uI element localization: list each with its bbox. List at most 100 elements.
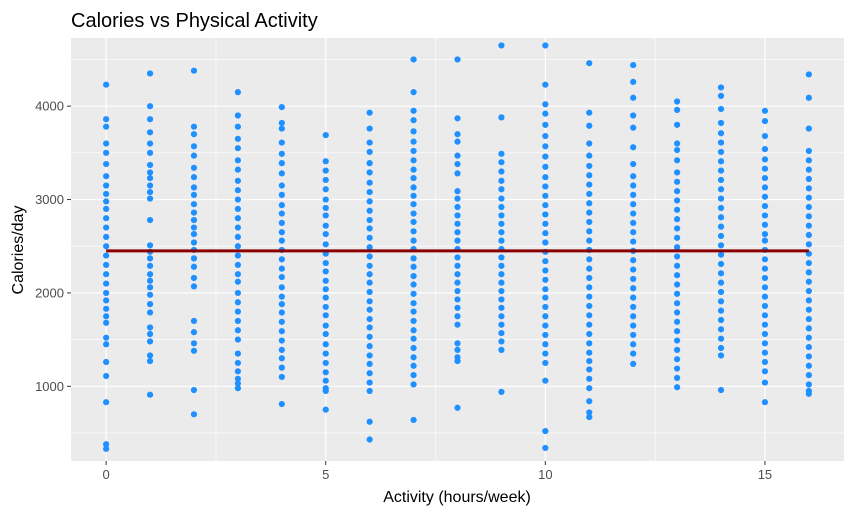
data-point (586, 162, 593, 170)
data-point (103, 334, 110, 341)
data-point (498, 279, 505, 286)
data-point (454, 304, 461, 311)
data-point (190, 411, 198, 418)
data-point (805, 213, 812, 220)
data-point (146, 284, 154, 291)
data-point (103, 81, 110, 88)
data-point (542, 331, 549, 339)
data-point (498, 329, 505, 337)
data-point (234, 215, 241, 222)
data-point (674, 262, 681, 269)
data-point (542, 192, 549, 199)
data-point (805, 371, 812, 379)
data-point (498, 220, 505, 227)
data-point (278, 373, 285, 381)
data-point (234, 299, 241, 306)
data-point (674, 197, 681, 204)
data-point (586, 330, 593, 338)
data-point (761, 379, 769, 386)
data-point (190, 164, 198, 171)
data-point (586, 357, 593, 365)
data-point (454, 131, 461, 138)
data-point (322, 212, 329, 219)
chart-title: Calories vs Physical Activity (71, 10, 318, 32)
data-point (234, 289, 241, 297)
data-point (103, 140, 110, 147)
data-point (278, 229, 285, 236)
data-point (190, 347, 198, 354)
data-point (674, 188, 681, 195)
data-point (234, 261, 241, 269)
data-point (542, 81, 549, 88)
data-point (717, 158, 725, 165)
data-point (805, 278, 812, 285)
x-tick-label: 15 (758, 467, 772, 482)
data-point (630, 124, 637, 131)
data-point (586, 209, 593, 216)
data-point (410, 300, 417, 307)
data-point (454, 313, 461, 320)
data-point (190, 329, 198, 336)
data-point (805, 94, 812, 101)
data-point (674, 157, 681, 164)
data-point (410, 201, 417, 208)
y-axis-title: Calories/day (10, 206, 27, 295)
data-point (322, 259, 329, 267)
data-point (761, 156, 769, 163)
data-point (103, 280, 110, 287)
data-point (190, 184, 198, 191)
data-point (805, 325, 812, 332)
data-point (498, 254, 505, 261)
data-point (542, 42, 549, 49)
data-point (410, 174, 417, 182)
data-point (542, 258, 549, 265)
data-point (410, 290, 417, 297)
data-point (103, 190, 110, 198)
data-point (630, 360, 637, 367)
data-point (542, 101, 549, 108)
data-point (278, 301, 285, 308)
data-point (717, 279, 725, 286)
data-point (630, 294, 637, 301)
data-point (234, 89, 241, 96)
data-point (498, 346, 505, 353)
data-point (805, 125, 812, 132)
data-point (542, 202, 549, 209)
data-point (761, 230, 769, 238)
data-point (410, 362, 417, 369)
data-point (366, 379, 373, 386)
data-point (498, 159, 505, 166)
data-point (322, 359, 329, 367)
data-point (278, 150, 285, 157)
data-point (586, 152, 593, 159)
data-point (630, 182, 637, 189)
y-axis-ticks: 1000 2000 3000 4000 (35, 99, 71, 394)
data-point (366, 125, 373, 132)
data-point (103, 358, 110, 366)
data-point (146, 103, 154, 110)
data-point (630, 275, 637, 283)
data-point (103, 341, 110, 348)
data-point (717, 167, 725, 174)
data-point (410, 281, 417, 288)
data-point (454, 237, 461, 244)
data-point (586, 409, 593, 416)
data-point (498, 262, 505, 269)
x-tick-label: 10 (538, 467, 552, 482)
data-point (630, 238, 637, 245)
data-point (278, 265, 285, 272)
data-point (454, 195, 461, 202)
y-tick-label: 3000 (35, 192, 64, 207)
data-point (761, 302, 769, 310)
data-point (322, 369, 329, 376)
data-point (190, 216, 198, 224)
data-point (542, 286, 549, 293)
data-point (454, 56, 461, 63)
data-point (717, 242, 725, 249)
y-tick-label: 4000 (35, 99, 64, 114)
data-point (234, 135, 241, 142)
data-point (234, 385, 241, 392)
data-point (278, 309, 285, 316)
data-point (498, 212, 505, 219)
data-point (674, 178, 681, 185)
